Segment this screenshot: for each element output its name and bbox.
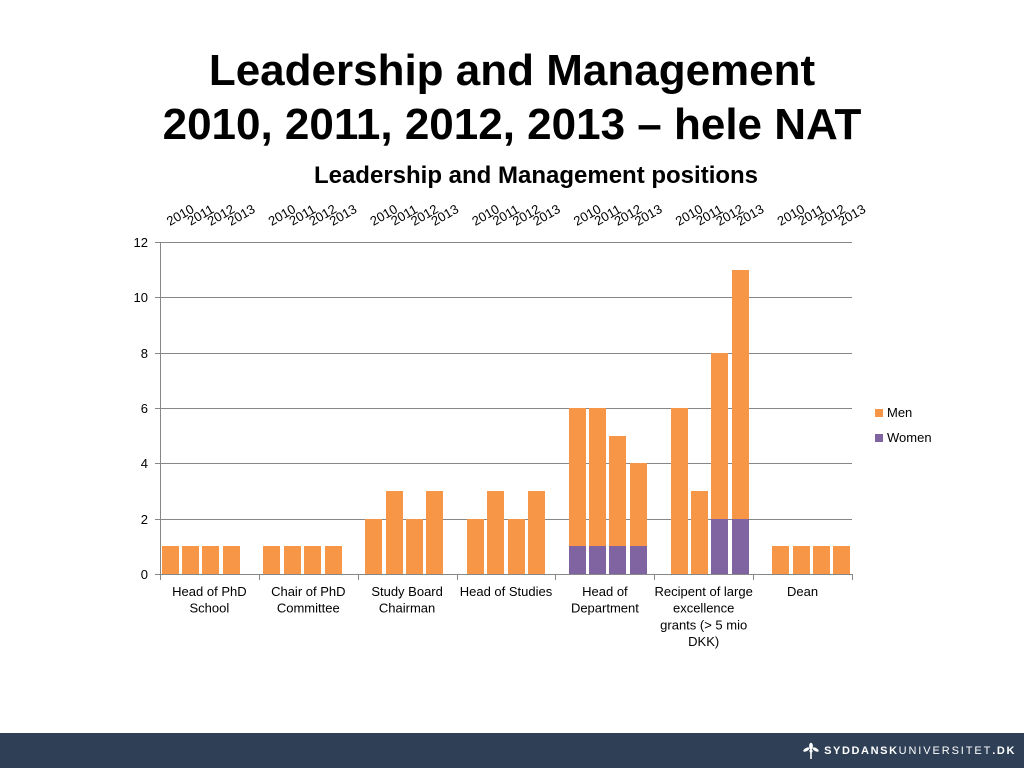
category-label-line: Chair of PhD: [271, 584, 345, 599]
footer-bar: SYDDANSK UNIVERSITET .DK: [0, 733, 1024, 768]
logo-text-light: UNIVERSITET: [898, 744, 993, 757]
bar-segment-men: [569, 408, 586, 546]
category-label: Head of Department: [571, 584, 639, 616]
bar-segment-women: [609, 546, 626, 574]
bar-segment-men: [589, 408, 606, 546]
bar-segment-men: [426, 491, 443, 574]
y-tick-label: 10: [134, 290, 148, 305]
bar-segment-women: [589, 546, 606, 574]
logo-text-suffix: .DK: [992, 744, 1016, 757]
y-tick-label: 8: [141, 346, 148, 361]
bar-segment-men: [467, 519, 484, 574]
bar-segment-men: [691, 491, 708, 574]
category-label-line: grants (> 5 mio: [660, 617, 747, 632]
category-label-line: Head of: [582, 584, 628, 599]
bar-segment-men: [202, 546, 219, 574]
category-label-line: Department: [571, 601, 639, 616]
bar-segment-men: [284, 546, 301, 574]
category-label-line: Committee: [277, 601, 340, 616]
bar-segment-men: [508, 519, 525, 574]
category-label-line: Chairman: [379, 601, 435, 616]
category-label-line: DKK): [688, 634, 719, 649]
bar-segment-men: [162, 546, 179, 574]
bar-segment-men: [386, 491, 403, 574]
category-label: Head of PhD School: [172, 584, 246, 616]
bar-segment-men: [487, 491, 504, 574]
bar-segment-men: [711, 353, 728, 519]
bar-segment-men: [263, 546, 280, 574]
bar-segment-women: [711, 519, 728, 574]
legend-swatch-men: [875, 409, 883, 417]
y-tick-label: 2: [141, 512, 148, 527]
slide-title: Leadership and Management 2010, 2011, 20…: [0, 44, 1024, 152]
y-tick-label: 0: [141, 567, 148, 582]
bar-segment-men: [793, 546, 810, 574]
bar-segment-men: [833, 546, 850, 574]
bar-segment-men: [528, 491, 545, 574]
slide-title-line-2: 2010, 2011, 2012, 2013 – hele NAT: [162, 100, 862, 149]
category-label-line: Dean: [787, 584, 818, 599]
category-label-line: Head of Studies: [460, 584, 553, 599]
category-label: Recipent of large excellence grants (> 5 m…: [655, 584, 753, 649]
category-label: Dean: [787, 584, 818, 599]
bar-segment-men: [325, 546, 342, 574]
slide-title-line-1: Leadership and Management: [208, 46, 816, 95]
category-label: Chair of PhD Committee: [271, 584, 345, 616]
bar-segment-men: [813, 546, 830, 574]
legend-swatch-women: [875, 434, 883, 442]
bar-segment-men: [223, 546, 240, 574]
university-logo: SYDDANSK UNIVERSITET .DK: [802, 733, 1016, 768]
sdu-logo-icon: [803, 742, 819, 759]
bar-segment-women: [732, 519, 749, 574]
category-label: Study Board Chairman: [371, 584, 443, 616]
category-label-line: Study Board: [371, 584, 443, 599]
bar-segment-women: [569, 546, 586, 574]
logo-text-bold: SYDDANSK: [824, 744, 899, 757]
category-label-line: School: [190, 601, 230, 616]
bar-segment-men: [609, 436, 626, 546]
category-label: Head of Studies: [460, 584, 553, 599]
y-tick-label: 4: [141, 456, 148, 471]
y-tick-label: 12: [134, 235, 148, 250]
bar-segment-women: [630, 546, 647, 574]
category-label-line: Head of PhD: [172, 584, 246, 599]
bar-segment-men: [182, 546, 199, 574]
y-tick-label: 6: [141, 401, 148, 416]
bar-segment-men: [406, 519, 423, 574]
legend-label-men: Men: [887, 405, 912, 420]
bar-segment-men: [304, 546, 321, 574]
bar-segment-men: [365, 519, 382, 574]
chart-title: Leadership and Management positions: [313, 162, 759, 189]
category-label-line: excellence: [673, 601, 734, 616]
bar-segment-men: [630, 463, 647, 546]
bar-segment-men: [671, 408, 688, 574]
bar-segment-men: [772, 546, 789, 574]
category-label-line: Recipent of large: [655, 584, 753, 599]
bar-segment-men: [732, 270, 749, 519]
legend-label-women: Women: [887, 430, 932, 445]
